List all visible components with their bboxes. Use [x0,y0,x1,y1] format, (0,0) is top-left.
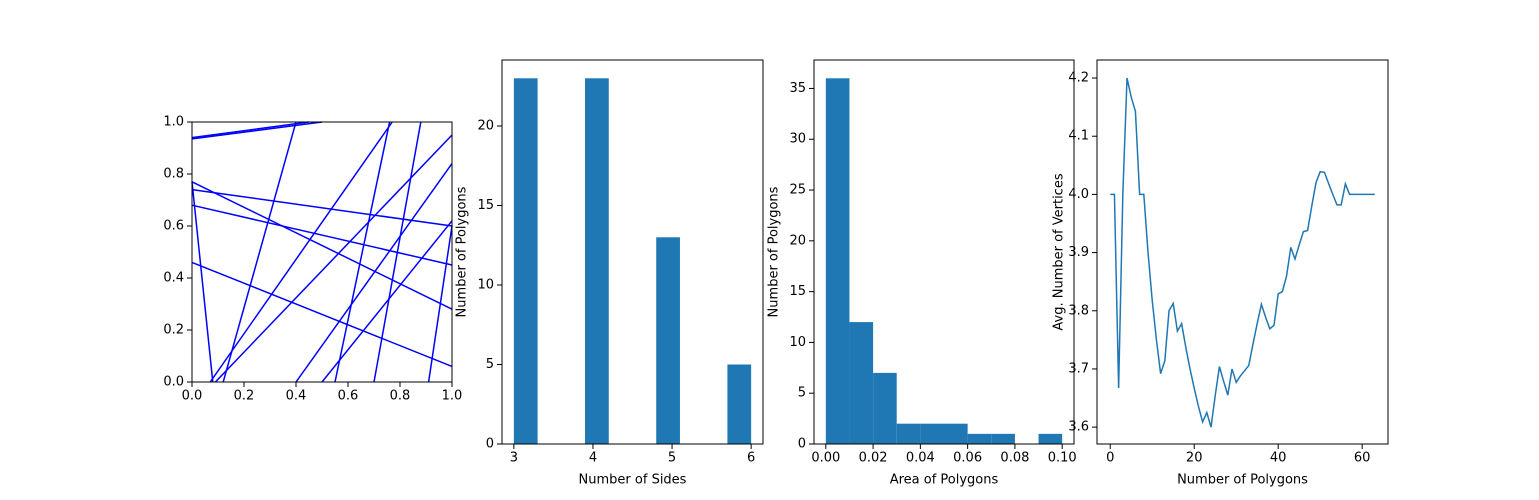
x-tick-label: 5 [668,451,676,466]
y-tick-label: 10 [477,277,494,292]
data-line [1110,77,1375,428]
axes-frame [1096,59,1389,445]
line-segment [209,121,393,383]
y-tick-label: 15 [789,284,806,299]
line-segment [334,121,391,383]
y-tick-label: 25 [789,183,806,198]
x-tick-label: 6 [747,451,755,466]
bar [585,78,609,445]
y-axis-label: Number of Polygons [767,186,782,317]
x-tick-label: 0.06 [953,451,982,466]
bar [849,322,874,444]
y-tick-label: 1.0 [163,115,184,130]
x-tick-label: 0.2 [234,389,255,404]
x-axis-label: Number of Sides [579,473,687,488]
line-segment [295,163,453,383]
y-tick-label: 0.6 [163,219,184,234]
y-tick-label: 4.0 [1068,187,1089,202]
x-tick-label: 40 [1270,451,1287,466]
bar [944,423,968,444]
x-tick-label: 0.08 [1000,451,1029,466]
bar [513,78,538,445]
axes-frame [813,59,1075,445]
y-tick-label: 0.8 [163,167,184,182]
line-segment [191,121,323,140]
x-tick-label: 0.02 [859,451,888,466]
y-tick-label: 0 [486,437,494,452]
y-tick-label: 3.6 [1068,420,1089,435]
x-tick-label: 3 [510,451,518,466]
line-segment [321,220,453,383]
line-segment [214,134,453,383]
x-tick-label: 0.6 [338,389,359,404]
line-segment [427,225,453,383]
line-segment [191,181,214,383]
line-segment [191,188,453,227]
x-tick-label: 60 [1354,451,1371,466]
line-segment [191,121,310,139]
x-tick-label: 0 [1106,451,1114,466]
y-tick-label: 5 [798,386,806,401]
x-tick-label: 0.00 [811,451,840,466]
y-tick-label: 5 [486,357,494,372]
x-tick-label: 0.10 [1048,451,1077,466]
bar [825,78,850,445]
y-axis-label: Avg. Number of Vertices [1052,173,1067,330]
y-tick-label: 20 [477,118,494,133]
axes-frame [501,59,764,445]
bar [991,433,1015,444]
x-axis-label: Number of Polygons [1177,473,1308,488]
x-tick-label: 0.04 [906,451,935,466]
line-segment [191,261,453,368]
x-tick-label: 0.0 [182,389,203,404]
y-tick-label: 0 [798,437,806,452]
bar [656,237,680,444]
x-tick-label: 20 [1186,451,1203,466]
y-tick-label: 3.9 [1068,245,1089,260]
bar [1038,433,1063,444]
bar [727,364,752,444]
line-segment [191,204,453,266]
y-tick-label: 4.2 [1068,71,1089,86]
y-tick-label: 30 [789,132,806,147]
y-tick-label: 20 [789,233,806,248]
line-segment [373,121,422,383]
x-tick-label: 0.8 [390,389,411,404]
y-tick-label: 15 [477,198,494,213]
line-segment [222,121,297,383]
y-tick-label: 0.0 [163,375,184,390]
y-tick-label: 0.4 [163,271,184,286]
y-tick-label: 4.1 [1068,129,1089,144]
bar [920,423,944,444]
x-tick-label: 0.4 [286,389,307,404]
y-tick-label: 10 [789,335,806,350]
y-tick-label: 35 [789,81,806,96]
line-segment [191,181,453,310]
y-tick-label: 3.7 [1068,361,1089,376]
y-tick-label: 3.8 [1068,303,1089,318]
y-tick-label: 0.2 [163,323,184,338]
y-axis-label: Number of Polygons [455,186,470,317]
x-axis-label: Area of Polygons [890,473,999,488]
bar [967,433,992,444]
x-tick-label: 4 [589,451,597,466]
bar [896,423,921,444]
bar [873,372,897,444]
axes-frame [191,121,453,383]
x-tick-label: 1.0 [442,389,463,404]
